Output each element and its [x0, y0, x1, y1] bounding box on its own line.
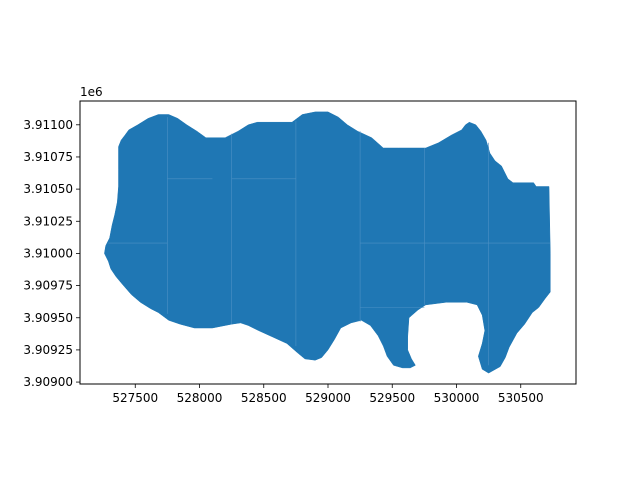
y-axis: 3.90900 3.90925 3.90950 3.90975 3.91000 3.910… [23, 118, 80, 389]
x-axis: 527500 528000 528500 529000 529500 530000 5305… [112, 384, 544, 405]
region-polygon [104, 111, 551, 374]
x-tick-label: 530500 [498, 391, 544, 405]
plot-area [104, 111, 551, 374]
y-tick-label: 3.90950 [23, 311, 73, 325]
y-tick-label: 3.91050 [23, 182, 73, 196]
y-tick-label: 3.91075 [23, 150, 73, 164]
x-tick-label: 529500 [369, 391, 415, 405]
parcel-boundaries [108, 117, 551, 366]
y-axis-offset-label: 1e6 [80, 85, 103, 99]
y-tick-label: 3.91025 [23, 214, 73, 228]
y-tick-label: 3.91000 [23, 246, 73, 260]
x-tick-label: 529000 [305, 391, 351, 405]
y-tick-label: 3.90975 [23, 279, 73, 293]
x-tick-label: 527500 [112, 391, 158, 405]
y-tick-label: 3.90900 [23, 375, 73, 389]
x-tick-label: 528500 [241, 391, 287, 405]
y-tick-label: 3.90925 [23, 343, 73, 357]
x-tick-label: 528000 [177, 391, 223, 405]
y-tick-label: 3.91100 [23, 118, 73, 132]
x-tick-label: 530000 [434, 391, 480, 405]
